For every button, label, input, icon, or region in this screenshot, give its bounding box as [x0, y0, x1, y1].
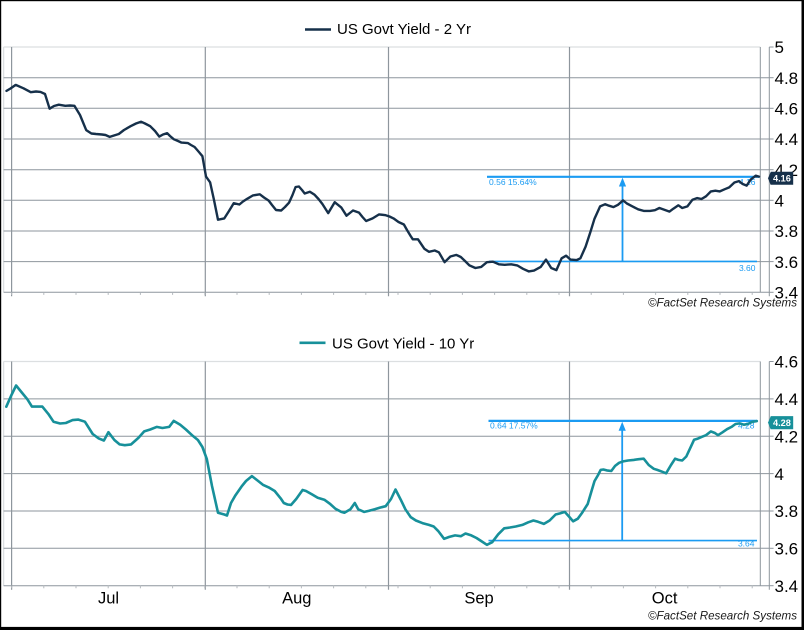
svg-text:3.8: 3.8 — [775, 222, 799, 241]
svg-text:4.8: 4.8 — [775, 69, 799, 88]
svg-text:4.4: 4.4 — [775, 390, 799, 409]
svg-text:3.64: 3.64 — [738, 538, 755, 548]
svg-text:US Govt Yield - 10 Yr: US Govt Yield - 10 Yr — [332, 335, 474, 352]
svg-text:3.4: 3.4 — [775, 577, 799, 596]
svg-text:3.4: 3.4 — [775, 284, 799, 303]
svg-text:4: 4 — [775, 192, 784, 211]
svg-text:Aug: Aug — [282, 589, 311, 607]
svg-text:4.6: 4.6 — [775, 100, 799, 119]
svg-text:3.60: 3.60 — [739, 263, 756, 273]
svg-text:4.16: 4.16 — [773, 174, 791, 184]
svg-text:0.64 17.57%: 0.64 17.57% — [490, 421, 538, 431]
svg-text:©FactSet Research Systems: ©FactSet Research Systems — [648, 296, 797, 309]
svg-text:4.28: 4.28 — [773, 418, 791, 428]
svg-text:0.56 15.64%: 0.56 15.64% — [489, 177, 537, 187]
svg-text:4.6: 4.6 — [775, 353, 799, 372]
svg-text:Jul: Jul — [98, 589, 119, 607]
svg-text:4.2: 4.2 — [775, 427, 799, 446]
svg-text:4.28: 4.28 — [738, 421, 755, 431]
svg-text:4: 4 — [775, 465, 784, 484]
svg-text:3.8: 3.8 — [775, 502, 799, 521]
svg-text:Sep: Sep — [464, 589, 493, 607]
svg-text:4.4: 4.4 — [775, 130, 799, 149]
svg-text:Oct: Oct — [652, 589, 678, 607]
svg-text:3.6: 3.6 — [775, 540, 799, 559]
svg-text:5: 5 — [775, 38, 784, 57]
svg-text:4.16: 4.16 — [739, 177, 756, 187]
svg-text:US Govt Yield - 2 Yr: US Govt Yield - 2 Yr — [337, 21, 471, 38]
svg-text:©FactSet Research Systems: ©FactSet Research Systems — [648, 610, 797, 623]
svg-text:3.6: 3.6 — [775, 253, 799, 272]
